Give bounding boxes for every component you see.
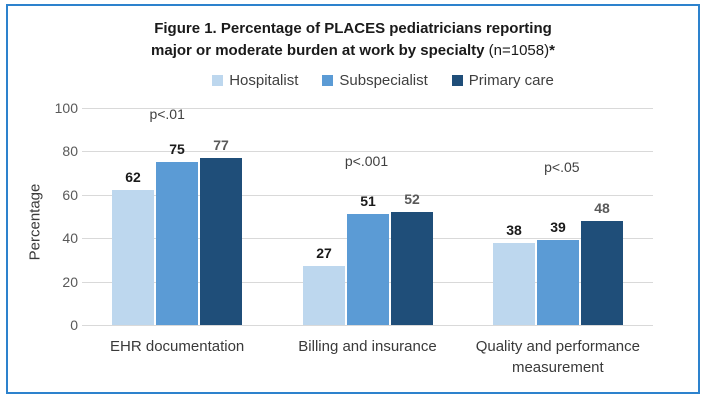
y-tick-label: 100 [54, 100, 78, 116]
bar-subspecialist [537, 240, 579, 325]
chart-title-line2: major or moderate burden at work by spec… [151, 42, 555, 59]
bar-subspecialist [347, 214, 389, 325]
data-label-primary-care: 77 [213, 137, 229, 153]
data-label-subspecialist: 75 [169, 141, 185, 157]
bar-hospitalist [112, 190, 154, 325]
legend-label: Hospitalist [229, 71, 299, 89]
y-tick-label: 40 [62, 230, 78, 246]
bar-primary-care [200, 158, 242, 325]
y-tick-label: 80 [62, 143, 78, 159]
chart-title: Figure 1. Percentage of PLACES pediatric… [8, 18, 698, 62]
category-label: Billing and insurance [298, 338, 437, 355]
gridline [82, 108, 653, 109]
legend-label: Primary care [468, 71, 554, 89]
legend-swatch-hospitalist [212, 74, 224, 86]
gridline [82, 195, 653, 196]
category-label: EHR documentation [110, 338, 245, 355]
data-label-subspecialist: 39 [550, 219, 566, 235]
category-label: Quality and performance measurement [475, 338, 640, 376]
data-label-hospitalist: 27 [316, 245, 332, 261]
bar-subspecialist [156, 162, 198, 325]
data-label-subspecialist: 51 [360, 193, 376, 209]
bar-hospitalist [493, 243, 535, 325]
y-tick-label: 60 [62, 187, 78, 203]
y-axis-title: Percentage [26, 183, 44, 261]
data-label-hospitalist: 38 [506, 222, 522, 238]
bar-hospitalist [303, 266, 345, 325]
gridline [82, 325, 653, 326]
bar-primary-care [391, 212, 433, 325]
data-label-primary-care: 48 [594, 200, 610, 216]
bar-primary-care [581, 221, 623, 325]
y-tick-label: 20 [62, 274, 78, 290]
legend-item-hospitalist: Hospitalist [212, 72, 298, 89]
legend-item-subspecialist: Subspecialist [322, 71, 428, 89]
legend-label: Subspecialist [339, 71, 428, 89]
legend-swatch-subspecialist [322, 74, 334, 86]
p-value-label: p<.001 [344, 153, 389, 169]
y-tick-label: 0 [70, 317, 78, 333]
chart-title-line1: Figure 1. Percentage of PLACES pediatric… [154, 20, 552, 37]
chart-legend: Hospitalist Subspecialist Primary care [38, 70, 716, 90]
data-label-primary-care: 52 [404, 191, 420, 207]
data-label-hospitalist: 62 [125, 169, 141, 185]
legend-item-primary-care: Primary care [451, 71, 554, 89]
p-value-label: p<.01 [149, 106, 185, 122]
gridline [82, 151, 653, 152]
p-value-label: p<.05 [544, 159, 580, 175]
chart-frame: Figure 1. Percentage of PLACES pediatric… [6, 4, 700, 394]
legend-swatch-primary-care [451, 74, 463, 86]
